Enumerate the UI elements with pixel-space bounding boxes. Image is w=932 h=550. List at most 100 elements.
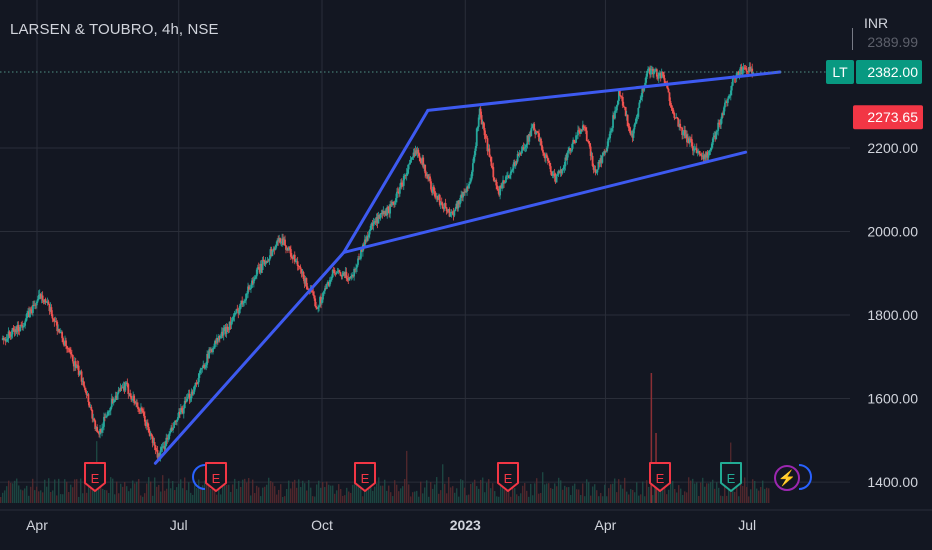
candle — [307, 289, 310, 291]
candle — [656, 76, 659, 79]
trendline-channel-left-edge[interactable] — [342, 108, 430, 254]
candle — [225, 326, 228, 334]
candle — [32, 304, 35, 306]
candle — [670, 104, 673, 109]
volume-bar — [686, 492, 688, 503]
candle — [371, 223, 374, 226]
trendline-support-rising[interactable] — [153, 250, 346, 465]
candle — [633, 124, 636, 130]
volume-bar — [100, 479, 102, 503]
volume-bar — [144, 493, 146, 503]
dividend-event-icon[interactable] — [720, 462, 742, 492]
volume-bar — [122, 486, 124, 503]
candle — [141, 407, 143, 411]
candle — [680, 127, 683, 129]
candle — [672, 109, 675, 114]
trendline-channel-upper[interactable] — [426, 70, 782, 112]
earnings-event-icon[interactable] — [497, 462, 519, 492]
volume-bar — [638, 495, 640, 503]
candle — [475, 128, 478, 147]
candle — [107, 411, 110, 413]
candle — [718, 122, 721, 124]
candle — [723, 107, 725, 116]
volume-bar — [394, 480, 396, 503]
candle — [461, 194, 464, 198]
y-tick-label: 2200.00 — [867, 140, 918, 156]
earnings-event-icon[interactable] — [354, 462, 376, 492]
candle — [92, 418, 95, 420]
volume-bar — [546, 483, 548, 503]
candle — [546, 157, 549, 161]
candle — [245, 293, 247, 301]
earnings-event-icon[interactable] — [649, 462, 671, 492]
last-price-badge[interactable] — [856, 60, 922, 84]
candle — [258, 268, 261, 273]
price-scale[interactable] — [850, 0, 932, 510]
candle — [293, 254, 296, 262]
split-event-icon[interactable] — [774, 465, 800, 491]
trendline-channel-lower[interactable] — [342, 150, 748, 254]
candle — [691, 146, 694, 151]
volume-bar — [358, 482, 360, 503]
candle — [416, 149, 419, 154]
volume-bar — [168, 478, 170, 503]
candle — [296, 261, 299, 266]
currency-label[interactable]: INR — [864, 15, 889, 31]
ticker-badge[interactable] — [826, 60, 854, 84]
price-label-mask — [850, 28, 932, 33]
earnings-event-icon[interactable] — [205, 462, 227, 492]
candle — [716, 130, 719, 132]
volume-bar — [28, 495, 30, 503]
volume-bar — [526, 490, 528, 503]
event-marker-label: E — [504, 471, 513, 486]
volume-bar — [8, 480, 10, 503]
volume-bar — [286, 488, 288, 503]
volume-bar — [192, 494, 194, 503]
volume-bar — [384, 479, 386, 503]
volume-bar — [216, 494, 218, 503]
volume-bar — [162, 475, 164, 503]
candle — [509, 171, 512, 176]
candle — [112, 400, 115, 404]
candle — [487, 148, 490, 152]
candle — [651, 68, 653, 71]
candle — [687, 138, 689, 143]
volume-bar — [80, 478, 82, 503]
volume-bar — [466, 495, 468, 503]
volume-bar — [310, 487, 312, 503]
candle — [521, 147, 524, 151]
candle — [378, 214, 381, 219]
volume-bar — [252, 479, 254, 503]
candle — [510, 170, 513, 172]
candle — [662, 72, 665, 79]
candle — [145, 422, 148, 427]
candle — [394, 202, 396, 205]
candle — [194, 382, 197, 386]
candle — [406, 169, 409, 173]
candle — [495, 180, 498, 186]
volume-bar — [186, 490, 188, 503]
earnings-event-icon[interactable] — [84, 462, 106, 492]
volume-bar — [324, 487, 326, 503]
volume-bar — [760, 487, 762, 503]
prev-close-badge[interactable] — [853, 105, 923, 130]
volume-bar — [304, 483, 306, 503]
candle — [677, 118, 680, 127]
candle — [147, 426, 150, 433]
candle — [39, 294, 42, 299]
volume-bar — [120, 483, 122, 503]
candle — [120, 387, 123, 389]
candle — [427, 174, 429, 180]
volume-bar — [556, 486, 558, 503]
candle — [594, 169, 597, 174]
volume-bar — [206, 479, 208, 503]
volume-bar — [634, 492, 636, 503]
candle — [299, 267, 302, 269]
candle — [630, 133, 633, 135]
candle — [342, 272, 345, 275]
candle — [571, 143, 574, 151]
candle — [175, 420, 177, 423]
candle — [388, 208, 391, 214]
